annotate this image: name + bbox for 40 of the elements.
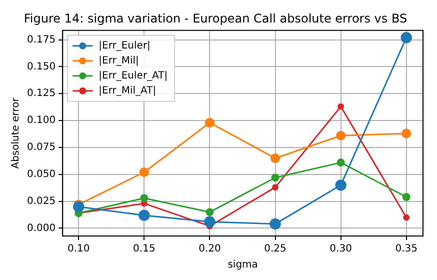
x-tick-label: 0.20 <box>198 244 221 255</box>
y-tick-label: 0.025 <box>26 196 56 207</box>
legend-label: |Err_Mil| <box>98 55 139 66</box>
point <box>400 32 412 44</box>
y-axis-title: Absolute error <box>10 96 22 169</box>
y-tick-label: 0.150 <box>26 61 56 72</box>
x-tick-label: 0.15 <box>133 244 156 255</box>
point <box>403 214 410 221</box>
y-tick-label: 0.175 <box>26 34 56 46</box>
point <box>139 167 149 178</box>
point <box>206 208 214 216</box>
x-tick-label: 0.10 <box>67 244 90 255</box>
legend-label: |Err_Mil_AT| <box>98 85 156 96</box>
point <box>204 118 215 128</box>
point <box>272 184 278 191</box>
y-tick-label: 0.050 <box>26 168 56 180</box>
point <box>270 218 281 230</box>
y-tick-label: 0.100 <box>26 115 56 126</box>
point <box>138 210 150 221</box>
point <box>271 174 280 182</box>
point <box>336 158 345 167</box>
point <box>73 201 84 212</box>
x-tick-label: 0.25 <box>264 244 286 255</box>
point <box>336 130 346 140</box>
point <box>402 193 410 202</box>
y-tick-label: 0.075 <box>26 142 56 154</box>
y-tick-label: 0.000 <box>26 222 56 234</box>
legend-label: |Err_Euler| <box>98 40 150 52</box>
point <box>270 153 280 164</box>
legend-label: |Err_Euler_AT| <box>98 70 168 82</box>
chart-title: Figure 14: sigma variation - European Call absolute errors vs BS <box>24 11 408 26</box>
point <box>335 180 346 191</box>
x-tick-label: 0.35 <box>395 244 418 255</box>
point <box>140 194 148 202</box>
x-axis-title: sigma <box>228 260 258 271</box>
point <box>338 103 344 110</box>
point <box>204 216 216 228</box>
point <box>402 128 412 138</box>
x-tick-label: 0.30 <box>330 244 352 255</box>
y-tick-label: 0.125 <box>26 88 56 100</box>
